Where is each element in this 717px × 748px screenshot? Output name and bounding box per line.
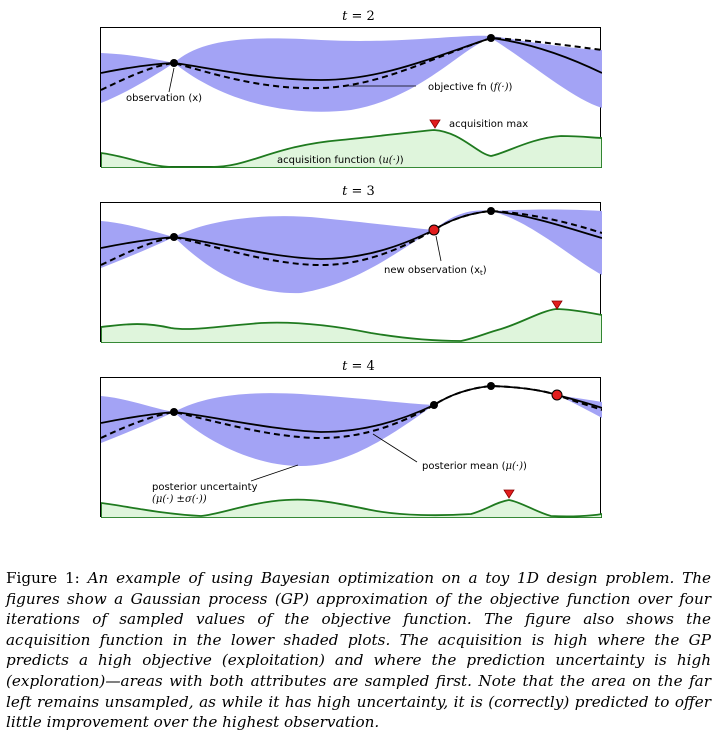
observation-point bbox=[487, 207, 495, 215]
observation-point bbox=[487, 382, 495, 390]
annotation-arrow bbox=[250, 464, 299, 482]
plot-svg-t3: new observation (xt) bbox=[101, 207, 602, 343]
panel-title-t2: t = 2 bbox=[0, 9, 717, 24]
observation-point bbox=[170, 408, 178, 416]
caption-text: An example of using Bayesian optimizatio… bbox=[6, 569, 712, 732]
acquisition-function-area bbox=[101, 129, 602, 168]
panel-title-value: = 4 bbox=[351, 359, 375, 374]
objective-fn-label: objective fn (f(·)) bbox=[428, 82, 512, 93]
panel-title-var: t bbox=[342, 359, 348, 374]
acquisition-max-marker bbox=[503, 489, 515, 499]
figure-label: Figure 1: bbox=[6, 569, 80, 587]
acquisition-function-area bbox=[101, 498, 602, 518]
posterior-mean-label: posterior mean (μ(·)) bbox=[422, 461, 527, 472]
acquisition-function-label: acquisition function (u(·)) bbox=[277, 155, 404, 166]
panel-title-var: t bbox=[342, 184, 348, 199]
panel-title-var: t bbox=[342, 9, 348, 24]
plot-svg-t4: posterior uncertainty (μ(·) ±σ(·)) poste… bbox=[101, 382, 602, 518]
annotation-arrow bbox=[168, 67, 175, 93]
posterior-mean-line bbox=[101, 37, 602, 81]
panel-title-t3: t = 3 bbox=[0, 184, 717, 199]
new-observation-point bbox=[551, 389, 563, 401]
plot-svg-t2: observation (x) objective fn (f(·)) acqu… bbox=[101, 34, 602, 168]
annotation-arrow bbox=[435, 235, 442, 262]
new-observation-label: new observation (xt) bbox=[384, 265, 487, 277]
observation-point bbox=[170, 233, 178, 241]
uncertainty-band bbox=[101, 35, 602, 112]
observation-label: observation (x) bbox=[126, 93, 202, 104]
panel-title-t4: t = 4 bbox=[0, 359, 717, 374]
posterior-uncertainty-math: (μ(·) ±σ(·)) bbox=[152, 494, 207, 505]
panel-title-value: = 2 bbox=[351, 9, 375, 24]
acquisition-max-label: acquisition max bbox=[449, 119, 528, 130]
observation-point bbox=[430, 401, 438, 409]
uncertainty-band bbox=[101, 209, 602, 294]
plot-panel-t2: observation (x) objective fn (f(·)) acqu… bbox=[100, 27, 602, 168]
new-observation-point bbox=[428, 224, 440, 236]
annotation-arrow bbox=[372, 433, 418, 463]
posterior-uncertainty-label: posterior uncertainty bbox=[152, 482, 258, 493]
observation-point bbox=[487, 34, 495, 42]
uncertainty-band bbox=[101, 386, 602, 466]
plot-panel-t4: posterior uncertainty (μ(·) ±σ(·)) poste… bbox=[100, 377, 602, 518]
acquisition-max-marker bbox=[551, 300, 563, 310]
observation-point bbox=[170, 59, 178, 67]
panel-title-value: = 3 bbox=[351, 184, 375, 199]
figure-caption: Figure 1: An example of using Bayesian o… bbox=[6, 568, 711, 733]
plot-panel-t3: new observation (xt) bbox=[100, 202, 602, 343]
acquisition-max-marker bbox=[429, 119, 441, 129]
acquisition-function-area bbox=[101, 308, 602, 343]
